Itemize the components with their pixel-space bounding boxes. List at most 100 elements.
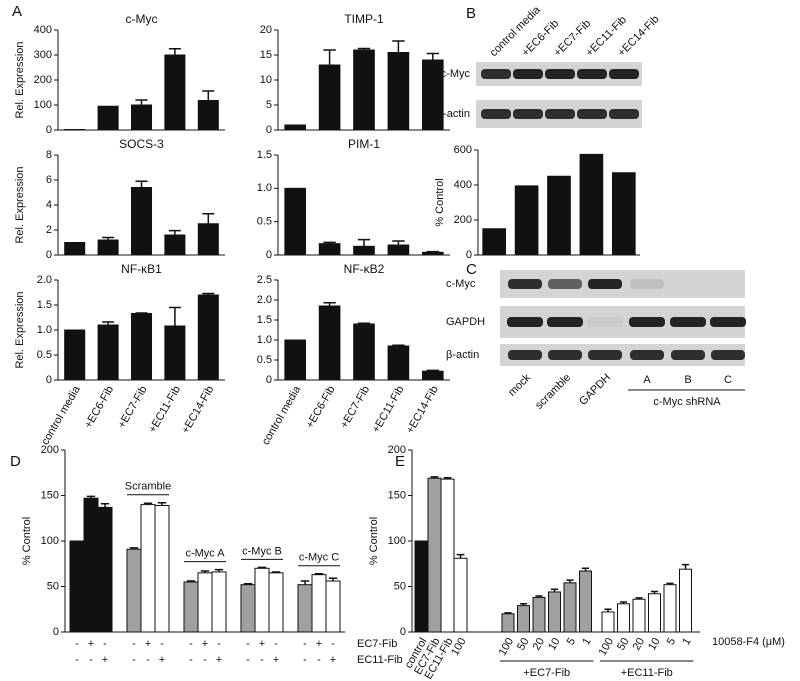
bar xyxy=(284,339,307,381)
y-tick-label: 0.5 xyxy=(257,354,272,366)
y-tick-label: 6 xyxy=(46,174,52,186)
bar xyxy=(679,568,692,633)
bar xyxy=(427,477,442,633)
blot-band xyxy=(481,109,511,119)
bar xyxy=(482,228,507,256)
bar xyxy=(579,570,592,633)
y-tick-label: 8 xyxy=(46,149,52,161)
error-bar xyxy=(566,579,574,583)
y-tick-label: 4 xyxy=(46,199,52,211)
error-bar xyxy=(202,292,215,295)
bar xyxy=(254,567,270,633)
bar xyxy=(268,572,284,633)
bar xyxy=(154,505,170,633)
y-tick-label: 150 xyxy=(41,489,59,501)
lane-label: C xyxy=(724,374,732,386)
error-bar xyxy=(186,580,196,582)
y-tick-label: 2 xyxy=(46,224,52,236)
error-bar xyxy=(426,369,439,372)
x-tick-label: 10 xyxy=(546,636,563,653)
error-bar xyxy=(426,52,439,60)
error-bar xyxy=(257,566,267,569)
bar xyxy=(164,234,186,256)
sign: - xyxy=(246,654,250,666)
y-tick-label: 1.5 xyxy=(257,314,272,326)
y-tick-label: 15 xyxy=(260,49,272,61)
x-tick-label: 1 xyxy=(680,636,693,647)
bar xyxy=(64,329,86,381)
sign: - xyxy=(160,638,164,650)
sign-row-label: EC11-Fib xyxy=(357,654,403,666)
sign: - xyxy=(103,638,107,650)
sign: + xyxy=(316,638,322,650)
sign: - xyxy=(203,654,207,666)
y-tick-label: 0 xyxy=(466,249,472,261)
y-tick-label: 400 xyxy=(34,24,52,36)
error-bar xyxy=(619,601,628,604)
panel-label: D xyxy=(10,453,21,470)
blot-band xyxy=(545,69,575,79)
y-tick-label: 0 xyxy=(266,124,272,136)
bar xyxy=(611,172,636,256)
y-tick-label: 600 xyxy=(454,144,472,156)
sign: + xyxy=(159,654,165,666)
bar xyxy=(387,345,410,381)
error-bar xyxy=(635,597,643,600)
y-tick-label: 2.5 xyxy=(257,274,272,286)
chart-title: c-Myc xyxy=(126,12,158,26)
bar xyxy=(130,313,153,381)
y-tick-label: 0 xyxy=(46,124,52,136)
blot-band xyxy=(588,350,622,360)
sign-row-label: EC7-Fib xyxy=(357,638,397,650)
bar xyxy=(325,580,341,633)
error-bar xyxy=(323,302,336,306)
x-tick-label: 20 xyxy=(531,636,548,653)
bar xyxy=(164,325,186,381)
group-label: c-Myc shRNA xyxy=(653,396,721,408)
blot-band xyxy=(481,69,511,79)
error-bar xyxy=(681,563,690,570)
error-bar xyxy=(456,553,465,559)
bar xyxy=(617,603,630,633)
row-label: β-actin xyxy=(437,108,470,120)
x-tick-label: 100 xyxy=(449,636,469,658)
bar xyxy=(387,52,410,131)
y-tick-label: 0 xyxy=(400,626,406,638)
y-tick-label: 50 xyxy=(394,580,406,592)
y-tick-label: 2.0 xyxy=(257,294,272,306)
bar xyxy=(532,596,546,633)
lane-label: B xyxy=(684,374,691,386)
sign: - xyxy=(189,638,193,650)
error-bar xyxy=(202,213,215,224)
y-tick-label: 200 xyxy=(34,74,52,86)
panel-label: A xyxy=(12,3,22,20)
y-tick-label: 5 xyxy=(266,99,272,111)
panel-label: E xyxy=(395,453,405,470)
error-bar xyxy=(314,573,324,575)
error-bar xyxy=(135,312,148,314)
y-tick-label: 1.0 xyxy=(257,334,272,346)
sign: + xyxy=(88,638,94,650)
blot-background xyxy=(500,344,745,366)
bar xyxy=(501,613,515,633)
error-bar xyxy=(426,250,439,253)
error-bar xyxy=(102,321,115,325)
bar xyxy=(164,54,186,131)
sign: + xyxy=(202,638,208,650)
blot-band xyxy=(513,69,543,79)
error-bar xyxy=(100,502,110,508)
x-tick-label: +EC11-Fib xyxy=(147,384,183,435)
bar xyxy=(648,593,661,633)
y-tick-label: 150 xyxy=(388,489,406,501)
blot-band xyxy=(630,279,664,289)
error-bar xyxy=(430,476,439,479)
group-label: +EC11-Fib xyxy=(621,667,673,679)
bar xyxy=(64,242,86,256)
bar xyxy=(311,574,327,633)
sign: - xyxy=(189,654,193,666)
sign: - xyxy=(331,638,335,650)
bar xyxy=(240,584,256,633)
blot-band xyxy=(588,279,622,289)
error-bar xyxy=(550,588,559,592)
